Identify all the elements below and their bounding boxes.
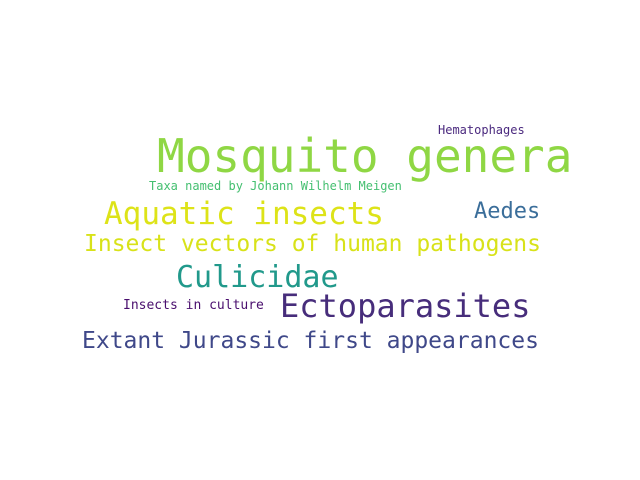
word-insects-in-culture: Insects in culture [123,298,264,313]
word-taxa-named-by-meigen: Taxa named by Johann Wilhelm Meigen [149,179,402,193]
word-mosquito-genera: Mosquito genera [157,129,573,183]
word-ectoparasites: Ectoparasites [280,287,531,325]
word-hematophages: Hematophages [438,123,525,137]
word-aedes: Aedes [474,199,541,224]
word-aquatic-insects: Aquatic insects [104,196,384,232]
word-culicidae: Culicidae [176,260,339,295]
word-insect-vectors: Insect vectors of human pathogens [84,231,541,257]
word-extant-jurassic: Extant Jurassic first appearances [82,328,539,354]
